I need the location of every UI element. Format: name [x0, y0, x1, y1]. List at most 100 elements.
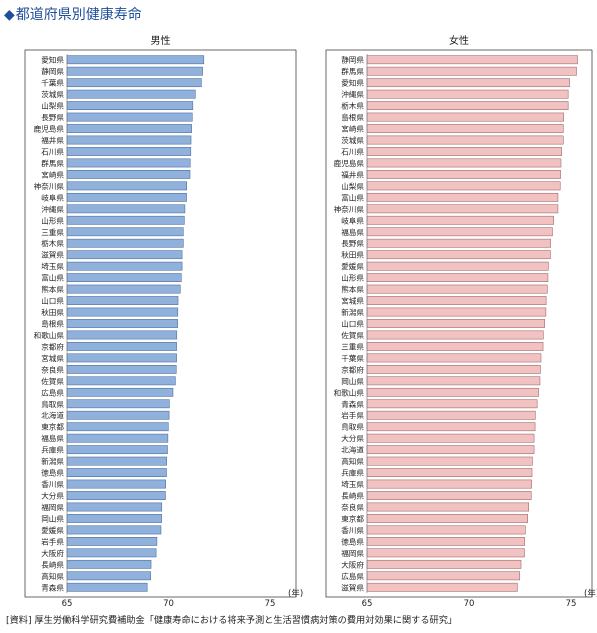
male-category-label: 福井県 [41, 135, 64, 145]
male-category-label: 栃木県 [41, 238, 64, 248]
female-x-tick-label: 75 [566, 599, 577, 609]
female-category-label: 長野県 [341, 239, 364, 248]
male-bar [66, 147, 192, 156]
male-category-label: 埼玉県 [41, 261, 64, 271]
female-bar [366, 479, 532, 489]
female-category-label: 福岡県 [341, 549, 364, 558]
female-category-label: 東京都 [341, 513, 364, 523]
male-bar [66, 55, 205, 65]
female-category-label: 宮崎県 [341, 124, 364, 134]
female-category-label: 大阪府 [341, 559, 364, 569]
male-category-label: 福島県 [41, 433, 64, 443]
female-category-label: 北海道 [341, 445, 364, 455]
female-category-label: 鹿児島県 [334, 158, 365, 168]
male-category-label: 大分県 [41, 491, 64, 501]
male-category-label: 茨城県 [41, 89, 64, 99]
female-bar [366, 571, 521, 581]
male-category-label: 奈良県 [41, 364, 64, 374]
female-bar [366, 559, 522, 569]
female-bar [366, 364, 541, 374]
male-bar [66, 582, 148, 592]
male-category-label: 長野県 [41, 113, 64, 122]
female-category-label: 長崎県 [341, 491, 364, 501]
female-bar [366, 204, 559, 214]
male-bar [66, 479, 166, 489]
male-bar [66, 296, 179, 305]
page-title: ◆都道府県別健康寿命 [4, 4, 142, 24]
male-bar [66, 89, 196, 99]
source-note: [資料] 厚生労働科学研究費補助金「健康寿命における将来予測と生活習慣病対策の費… [6, 615, 458, 626]
male-category-label: 兵庫県 [41, 445, 64, 455]
female-category-label: 福井県 [341, 169, 364, 179]
female-bar [366, 55, 578, 65]
female-category-label: 岡山県 [341, 376, 364, 386]
diamond-icon: ◆ [4, 7, 15, 23]
male-category-label: 山口県 [41, 296, 64, 306]
female-category-label: 佐賀県 [341, 330, 364, 340]
female-bar [366, 514, 529, 523]
male-bar [66, 410, 170, 420]
female-category-label: 広島県 [341, 571, 364, 581]
female-category-label: 岐阜県 [341, 215, 364, 225]
male-bar [66, 227, 184, 237]
female-bar [366, 456, 533, 466]
male-bar [66, 261, 183, 271]
male-x-tick-label: 65 [62, 599, 73, 609]
male-category-label: 沖縄県 [41, 204, 64, 214]
female-category-label: 高知県 [341, 456, 364, 466]
male-category-label: 岐阜県 [41, 192, 64, 202]
male-chart-frame [24, 49, 297, 598]
male-bar [66, 548, 157, 558]
female-bar [366, 66, 577, 76]
male-bar [66, 112, 193, 122]
male-bar [66, 101, 194, 110]
male-chart-title: 男性 [151, 34, 171, 47]
male-category-label: 京都府 [41, 341, 64, 351]
female-category-label: 静岡県 [341, 55, 364, 65]
male-category-label: 三重県 [41, 228, 64, 237]
female-bar [366, 227, 553, 237]
female-category-label: 熊本県 [341, 284, 364, 294]
male-category-label: 高知県 [41, 571, 64, 581]
male-bar [66, 364, 177, 374]
female-x-tick-label: 65 [362, 599, 373, 609]
female-bar [366, 525, 526, 535]
female-category-label: 神奈川県 [334, 204, 365, 214]
male-bar [66, 559, 152, 569]
female-category-label: 岩手県 [341, 410, 364, 420]
female-category-label: 茨城県 [341, 135, 364, 145]
female-bar [366, 112, 564, 122]
male-bar [66, 273, 182, 283]
female-category-label: 栃木県 [341, 101, 364, 111]
male-category-label: 青森県 [41, 582, 64, 592]
female-bar [366, 192, 559, 202]
female-bar [366, 261, 549, 271]
male-bar [66, 491, 166, 500]
female-bar [366, 273, 549, 283]
male-category-label: 佐賀県 [41, 376, 64, 386]
male-category-label: 神奈川県 [34, 181, 65, 191]
male-bar [66, 135, 192, 145]
male-bar [66, 78, 202, 88]
female-bar [366, 78, 570, 88]
female-bar [366, 353, 542, 363]
female-bar [366, 181, 561, 191]
male-bar [66, 456, 167, 466]
female-bar [366, 307, 547, 317]
female-bar [366, 158, 562, 168]
male-bar [66, 387, 174, 397]
female-unit-label: (年) [584, 588, 597, 599]
female-bar [366, 101, 569, 110]
female-category-label: 宮城県 [341, 296, 364, 306]
female-bar [366, 215, 554, 225]
female-bar [366, 238, 551, 248]
female-category-label: 沖縄県 [341, 89, 364, 99]
male-bar [66, 250, 183, 260]
female-category-label: 富山県 [341, 192, 364, 202]
male-bar [66, 158, 191, 168]
male-category-label: 静岡県 [41, 66, 64, 76]
female-category-label: 島根県 [341, 112, 364, 122]
female-bar [366, 330, 544, 340]
female-bar [366, 170, 561, 179]
